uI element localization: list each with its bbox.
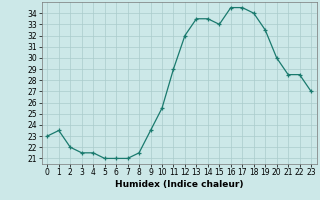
X-axis label: Humidex (Indice chaleur): Humidex (Indice chaleur) <box>115 180 244 189</box>
